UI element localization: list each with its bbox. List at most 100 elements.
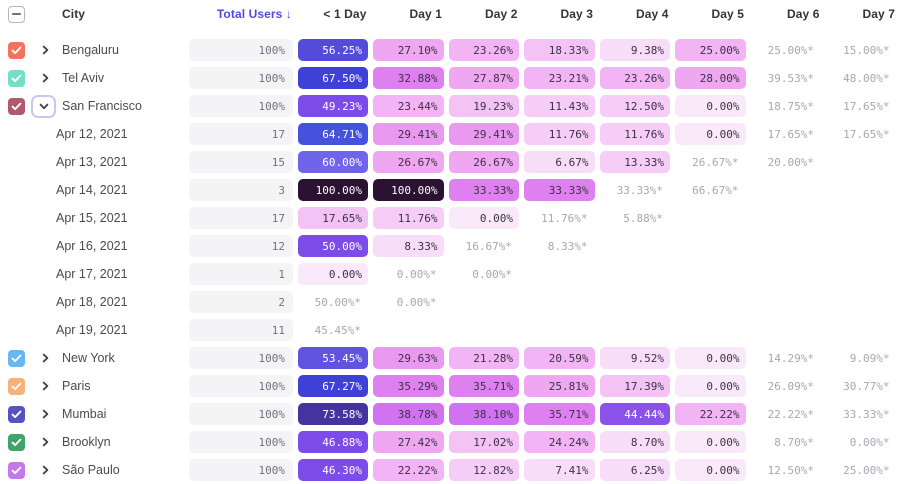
retention-cell[interactable]: 0.00% xyxy=(675,431,746,453)
retention-cell[interactable]: 21.28% xyxy=(448,347,519,369)
retention-cell[interactable]: 6.25% xyxy=(599,459,670,481)
column-header-d4[interactable]: Day 4 xyxy=(635,7,669,21)
retention-cell[interactable]: 26.67% xyxy=(373,151,444,173)
retention-cell[interactable]: 23.26% xyxy=(448,39,519,61)
retention-cell[interactable]: 13.33% xyxy=(599,151,670,173)
retention-cell[interactable]: 44.44% xyxy=(599,403,670,425)
retention-cell[interactable]: 29.63% xyxy=(373,347,444,369)
row-select-cell xyxy=(8,461,34,479)
expand-chevron-icon[interactable] xyxy=(42,437,49,447)
retention-cell[interactable]: 35.29% xyxy=(373,375,444,397)
retention-cell[interactable]: 49.23% xyxy=(297,95,368,117)
retention-cell[interactable]: 38.78% xyxy=(373,403,444,425)
retention-cell[interactable]: 0.00% xyxy=(675,347,746,369)
retention-cell[interactable]: 73.58% xyxy=(297,403,368,425)
row-checkbox[interactable] xyxy=(8,69,25,87)
row-checkbox[interactable] xyxy=(8,461,25,479)
retention-cell[interactable]: 67.27% xyxy=(297,375,368,397)
retention-cell[interactable]: 33.33% xyxy=(448,179,519,201)
row-checkbox[interactable] xyxy=(8,41,25,59)
retention-cell[interactable]: 28.00% xyxy=(675,67,746,89)
retention-cell[interactable]: 11.76% xyxy=(599,123,670,145)
retention-cell[interactable]: 38.10% xyxy=(448,403,519,425)
retention-cell[interactable]: 46.88% xyxy=(297,431,368,453)
retention-cell[interactable]: 60.00% xyxy=(297,151,368,173)
retention-cell[interactable]: 35.71% xyxy=(448,375,519,397)
retention-cell[interactable]: 32.88% xyxy=(373,67,444,89)
retention-cell[interactable]: 0.00% xyxy=(675,95,746,117)
retention-cell[interactable]: 24.24% xyxy=(524,431,595,453)
row-checkbox[interactable] xyxy=(8,377,25,395)
retention-cell[interactable]: 27.87% xyxy=(448,67,519,89)
column-header-d6[interactable]: Day 6 xyxy=(786,7,820,21)
retention-cell[interactable]: 67.50% xyxy=(297,67,368,89)
expand-chevron-icon[interactable] xyxy=(42,465,49,475)
row-checkbox[interactable] xyxy=(8,433,25,451)
retention-cell[interactable]: 19.23% xyxy=(448,95,519,117)
retention-cell[interactable]: 11.76% xyxy=(373,207,444,229)
retention-cell[interactable]: 23.44% xyxy=(373,95,444,117)
column-header-d2[interactable]: Day 2 xyxy=(484,7,518,21)
retention-cell-empty xyxy=(751,319,822,341)
retention-cell[interactable]: 18.33% xyxy=(524,39,595,61)
retention-cell[interactable]: 29.41% xyxy=(373,123,444,145)
retention-cell[interactable]: 9.38% xyxy=(599,39,670,61)
column-header-d1[interactable]: Day 1 xyxy=(409,7,442,21)
retention-cell[interactable]: 35.71% xyxy=(524,403,595,425)
retention-cell[interactable]: 11.43% xyxy=(524,95,595,117)
retention-cell[interactable]: 12.82% xyxy=(448,459,519,481)
retention-cell[interactable]: 26.67% xyxy=(448,151,519,173)
collapse-chevron-icon[interactable] xyxy=(31,94,56,118)
column-header-d0[interactable]: < 1 Day xyxy=(323,7,367,21)
row-checkbox[interactable] xyxy=(8,97,25,115)
retention-cell[interactable]: 0.00% xyxy=(675,459,746,481)
column-header-total[interactable]: Total Users ↓ xyxy=(216,7,292,21)
column-header-d3[interactable]: Day 3 xyxy=(560,7,593,21)
retention-cell[interactable]: 64.71% xyxy=(297,123,368,145)
retention-cell[interactable]: 22.22% xyxy=(373,459,444,481)
expand-chevron-icon[interactable] xyxy=(42,73,49,83)
retention-cell[interactable]: 6.67% xyxy=(524,151,595,173)
column-header-d5[interactable]: Day 5 xyxy=(711,7,744,21)
retention-cell[interactable]: 0.00% xyxy=(297,263,368,285)
retention-cell[interactable]: 22.22% xyxy=(675,403,746,425)
retention-cell[interactable]: 100.00% xyxy=(297,179,368,201)
row-checkbox[interactable] xyxy=(8,405,25,423)
retention-cell[interactable]: 53.45% xyxy=(297,347,368,369)
retention-cell[interactable]: 11.76% xyxy=(524,123,595,145)
retention-cell[interactable]: 17.02% xyxy=(448,431,519,453)
retention-cell[interactable]: 25.00% xyxy=(675,39,746,61)
select-all-checkbox[interactable] xyxy=(8,5,25,23)
retention-cell[interactable]: 7.41% xyxy=(524,459,595,481)
retention-cell[interactable]: 100.00% xyxy=(373,179,444,201)
retention-cell[interactable]: 0.00% xyxy=(675,375,746,397)
row-chevron-cell xyxy=(34,400,56,428)
retention-cell[interactable]: 56.25% xyxy=(297,39,368,61)
retention-cell[interactable]: 8.70% xyxy=(599,431,670,453)
retention-cell[interactable]: 25.81% xyxy=(524,375,595,397)
row-checkbox[interactable] xyxy=(8,349,25,367)
retention-cell[interactable]: 0.00% xyxy=(448,207,519,229)
retention-cell[interactable]: 50.00% xyxy=(297,235,368,257)
expand-chevron-icon[interactable] xyxy=(42,381,49,391)
retention-cell[interactable]: 27.42% xyxy=(373,431,444,453)
retention-cell[interactable]: 17.65% xyxy=(297,207,368,229)
retention-cell-partial: 25.00%* xyxy=(843,463,890,477)
retention-cell[interactable]: 0.00% xyxy=(675,123,746,145)
retention-cell[interactable]: 23.21% xyxy=(524,67,595,89)
expand-chevron-icon[interactable] xyxy=(42,409,49,419)
retention-cell[interactable]: 29.41% xyxy=(448,123,519,145)
retention-cell[interactable]: 23.26% xyxy=(599,67,670,89)
retention-cell[interactable]: 17.39% xyxy=(599,375,670,397)
retention-cell[interactable]: 8.33% xyxy=(373,235,444,257)
retention-cell[interactable]: 33.33% xyxy=(524,179,595,201)
column-header-d7[interactable]: Day 7 xyxy=(862,7,895,21)
retention-cell[interactable]: 27.10% xyxy=(373,39,444,61)
expand-chevron-icon[interactable] xyxy=(42,353,49,363)
retention-cell[interactable]: 9.52% xyxy=(599,347,670,369)
expand-chevron-icon[interactable] xyxy=(42,45,49,55)
retention-cell[interactable]: 20.59% xyxy=(524,347,595,369)
retention-cell[interactable]: 12.50% xyxy=(599,95,670,117)
retention-cell[interactable]: 46.30% xyxy=(297,459,368,481)
select-all-cell xyxy=(8,5,34,23)
